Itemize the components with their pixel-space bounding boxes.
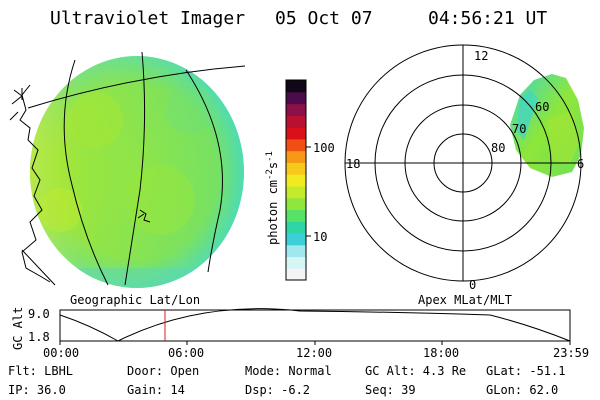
date-label: 05 Oct 07	[275, 8, 373, 29]
coastline	[19, 84, 51, 283]
colorbar-segment	[286, 80, 306, 93]
status-dsp: Dsp: -6.2	[245, 383, 310, 397]
colorbar-tick-10: 10	[313, 230, 327, 244]
timeline-frame	[59, 309, 571, 342]
status-gain: Gain: 14	[127, 383, 185, 397]
longitude-line	[63, 59, 109, 286]
colorbar-segment	[286, 268, 306, 281]
status-door: Door: Open	[127, 364, 199, 378]
colorbar-segment	[286, 91, 306, 105]
colorbar-tick-100: 100	[313, 141, 335, 155]
colorbar-segment	[286, 138, 306, 152]
timeline-tick-0600: 06:00	[168, 346, 204, 360]
colorbar-segment	[286, 221, 306, 234]
colorbar-segment	[286, 174, 306, 187]
geographic-caption: Geographic Lat/Lon	[70, 293, 200, 307]
status-footer: Flt: LBHL Door: Open Mode: Normal GC Alt…	[8, 364, 565, 397]
colorbar-segment	[286, 127, 306, 140]
mlt-label-6: 6	[577, 157, 584, 171]
mlt-label-12: 12	[474, 49, 488, 63]
mlt-label-0: 0	[469, 278, 476, 292]
colorbar-segment	[286, 244, 306, 258]
colorbar-segment	[286, 232, 306, 246]
timeline-tick-1200: 12:00	[296, 346, 332, 360]
polar-plot-panel: 12 18 6 0 60 70 80	[344, 44, 584, 292]
status-gc-alt: GC Alt: 4.3 Re	[365, 364, 466, 378]
colorbar-segment	[286, 256, 306, 269]
colorbar-segment	[286, 209, 306, 222]
mlat-label-70: 70	[512, 122, 526, 136]
mlat-label-80: 80	[491, 141, 505, 155]
colorbar-segment	[286, 185, 306, 199]
altitude-curve	[59, 308, 571, 342]
status-glon: GLon: 62.0	[486, 383, 558, 397]
altitude-timeline: 9.0 1.8 GC Alt 00:00 06:00 12:00 18:00 2…	[11, 307, 589, 360]
mlt-label-18: 18	[346, 157, 360, 171]
status-mode: Mode: Normal	[245, 364, 332, 378]
colorbar-label: photon cm-2s-1	[265, 151, 280, 245]
colorbar-segment	[286, 162, 306, 175]
colorbar-segment	[286, 150, 306, 163]
longitude-line	[185, 69, 223, 273]
timeline-tick-2359: 23:59	[553, 346, 589, 360]
timeline-tick-1800: 18:00	[423, 346, 459, 360]
colorbar-segment	[286, 197, 306, 211]
instrument-title: Ultraviolet Imager	[50, 8, 245, 29]
colorbar: 100 10 photon cm-2s-1	[265, 79, 335, 281]
status-seq: Seq: 39	[365, 383, 416, 397]
colorbar-segment	[286, 103, 306, 116]
status-ip: IP: 36.0	[8, 383, 66, 397]
timeline-ymax: 9.0	[28, 307, 50, 321]
colorbar-segment	[286, 115, 306, 128]
timeline-ylabel: GC Alt	[11, 307, 25, 350]
status-glat: GLat: -51.1	[486, 364, 565, 378]
latitude-line	[27, 65, 246, 109]
apex-caption: Apex MLat/MLT	[418, 293, 512, 307]
time-label: 04:56:21 UT	[428, 8, 547, 29]
mlat-label-60: 60	[535, 100, 549, 114]
status-flt: Flt: LBHL	[8, 364, 73, 378]
timeline-ymin: 1.8	[28, 330, 50, 344]
longitude-line	[124, 51, 146, 286]
colorbar-frame	[285, 79, 307, 281]
geographic-image-panel	[9, 51, 246, 288]
timeline-tick-0000: 00:00	[43, 346, 79, 360]
